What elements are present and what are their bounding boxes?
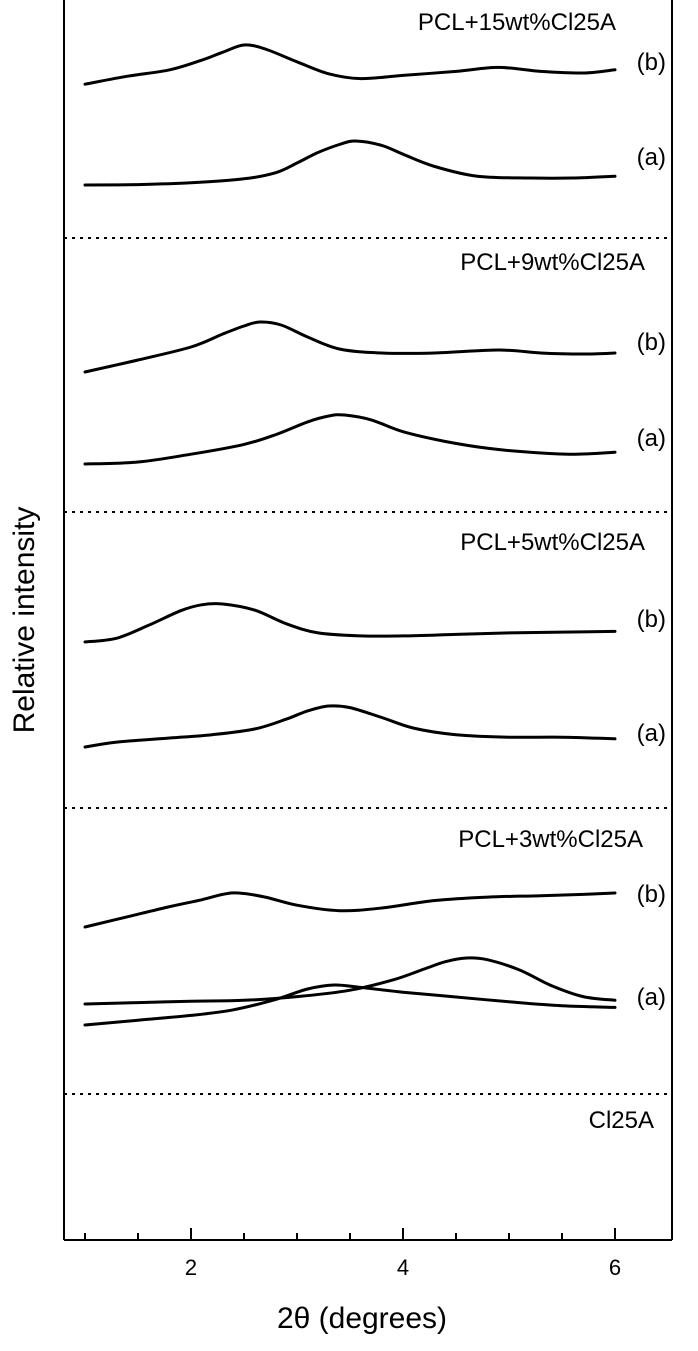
panel-separators	[64, 237, 672, 1095]
panel-label: PCL+9wt%Cl25A	[460, 249, 645, 276]
curve-label: (a)	[637, 984, 666, 1011]
x-tick-label: 2	[185, 1255, 197, 1280]
curve-label: (a)	[637, 144, 666, 171]
x-axis-ticks: 2 4 6	[84, 1228, 621, 1280]
x-tick-label: 6	[609, 1255, 621, 1280]
curve-labels: (b) (a) (b) (a) (b) (a) (b) (a)	[637, 49, 666, 1011]
xrd-curve	[83, 704, 617, 749]
curve-label: (b)	[637, 881, 666, 908]
curve-label: (a)	[637, 720, 666, 747]
x-axis-label: 2θ (degrees)	[277, 1302, 447, 1335]
plot-frame	[63, 0, 673, 1241]
panel-labels: PCL+15wt%Cl25A PCL+9wt%Cl25A PCL+5wt%Cl25A…	[418, 9, 654, 1134]
xrd-curve	[83, 139, 617, 187]
xrd-curve	[83, 320, 617, 374]
curve-label: (b)	[637, 329, 666, 356]
xrd-curve	[83, 413, 617, 466]
panel-label: PCL+5wt%Cl25A	[460, 529, 645, 556]
xrd-curve	[83, 891, 617, 929]
xrd-curve	[83, 983, 617, 1027]
x-tick-label: 4	[397, 1255, 409, 1280]
curve-label: (a)	[637, 425, 666, 452]
panel-label: PCL+3wt%Cl25A	[458, 826, 643, 853]
curve-label: (b)	[637, 49, 666, 76]
xrd-curve	[83, 602, 617, 644]
xrd-curve	[83, 43, 617, 86]
xrd-curve	[83, 956, 617, 1006]
curves	[83, 43, 617, 1027]
y-axis-label: Relative intensity	[8, 507, 41, 734]
panel-label: Cl25A	[589, 1107, 654, 1134]
curve-label: (b)	[637, 606, 666, 633]
panel-label: PCL+15wt%Cl25A	[418, 9, 616, 36]
